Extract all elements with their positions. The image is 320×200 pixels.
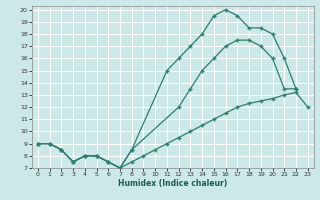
X-axis label: Humidex (Indice chaleur): Humidex (Indice chaleur) [118, 179, 228, 188]
